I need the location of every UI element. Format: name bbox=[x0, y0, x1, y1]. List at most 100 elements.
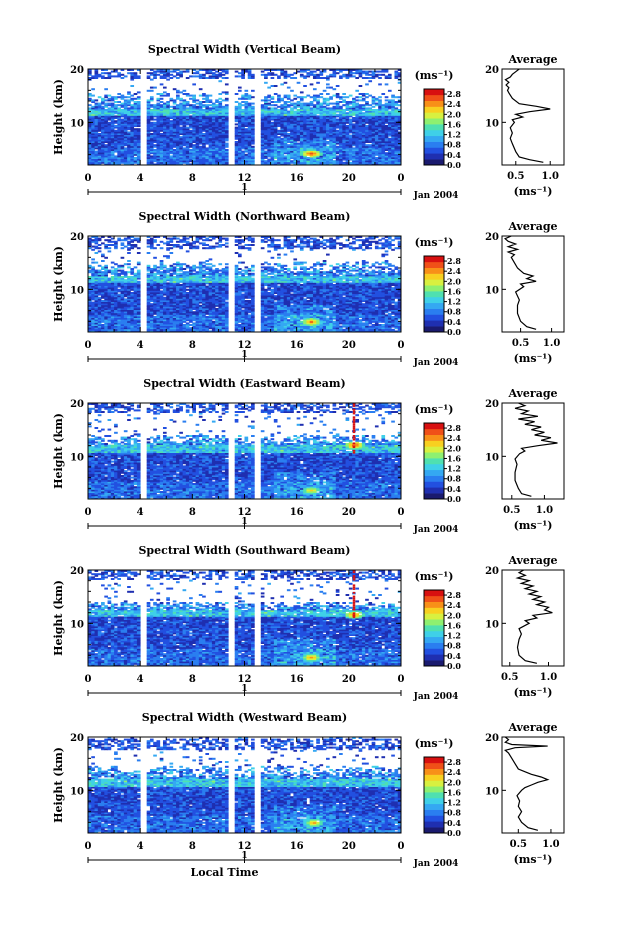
colorbar-segment bbox=[424, 648, 444, 655]
heatmap-cells bbox=[88, 69, 401, 165]
colorbar-unit: (ms⁻¹) bbox=[415, 236, 454, 249]
x-tick-label: 4 bbox=[137, 340, 144, 351]
profile-x-tick-label: 0.5 bbox=[503, 505, 520, 516]
profile-y-tick-label: 20 bbox=[485, 65, 499, 76]
y-axis-label: Height (km) bbox=[52, 79, 65, 155]
colorbar-tick-label: 0.8 bbox=[447, 140, 461, 150]
chart-title: Spectral Width (Westward Beam) bbox=[142, 711, 347, 724]
x-tick-label: 20 bbox=[342, 173, 356, 184]
x-tick-label: 0 bbox=[85, 507, 92, 518]
colorbar-segment bbox=[424, 774, 444, 781]
profile-x-tick-label: 1.0 bbox=[536, 505, 553, 516]
profile-x-tick-label: 0.5 bbox=[507, 171, 524, 182]
colorbar-tick-label: 2.0 bbox=[447, 109, 461, 119]
y-tick-label: 20 bbox=[70, 65, 84, 76]
profile-frame bbox=[501, 736, 565, 834]
colorbar-segment bbox=[424, 106, 444, 113]
chart-title: Spectral Width (Eastward Beam) bbox=[143, 377, 345, 390]
profile-y-tick-label: 10 bbox=[485, 285, 499, 296]
colorbar-tick-label: 0.8 bbox=[447, 307, 461, 317]
x-tick-label: 4 bbox=[137, 841, 144, 852]
heatmap-cells bbox=[88, 570, 401, 666]
colorbar-tick-label: 0.4 bbox=[447, 317, 461, 327]
chart-panel-4: Spectral Width (Southward Beam)1020Heigh… bbox=[52, 544, 565, 702]
colorbar-segment bbox=[424, 625, 444, 632]
chart-panel-5: Spectral Width (Westward Beam)1020Height… bbox=[52, 711, 565, 869]
profile-title: Average bbox=[507, 554, 557, 567]
colorbar-segment bbox=[424, 452, 444, 459]
colorbar-segment bbox=[424, 780, 444, 787]
colorbar-tick-label: 1.6 bbox=[447, 787, 461, 797]
x-tick-label: 0 bbox=[85, 173, 92, 184]
colorbar-segment bbox=[424, 112, 444, 119]
x-tick-label: 16 bbox=[290, 841, 304, 852]
colorbar-tick-label: 0.4 bbox=[447, 651, 461, 661]
colorbar-tick-label: 2.0 bbox=[447, 610, 461, 620]
profile-title: Average bbox=[507, 53, 557, 66]
colorbar-segment bbox=[424, 815, 444, 822]
colorbar-segment bbox=[424, 619, 444, 626]
date-label: Jan 2004 bbox=[413, 692, 459, 702]
colorbar-segment bbox=[424, 428, 444, 435]
profile-x-label: (ms⁻¹) bbox=[514, 853, 553, 866]
x-tick-label: 0 bbox=[85, 841, 92, 852]
profile-frame bbox=[501, 402, 565, 500]
x-tick-label: 16 bbox=[290, 173, 304, 184]
colorbar-segment bbox=[424, 118, 444, 125]
profile-y-tick-label: 20 bbox=[485, 566, 499, 577]
colorbar-segment bbox=[424, 458, 444, 465]
x-tick-label: 12 bbox=[238, 674, 252, 685]
colorbar-segment bbox=[424, 642, 444, 649]
y-tick-label: 10 bbox=[70, 285, 84, 296]
x-tick-label: 20 bbox=[342, 507, 356, 518]
colorbar-tick-label: 2.8 bbox=[447, 590, 461, 600]
profile-x-label: (ms⁻¹) bbox=[514, 352, 553, 365]
x-tick-label: 0 bbox=[85, 340, 92, 351]
chart-title: Spectral Width (Northward Beam) bbox=[139, 210, 351, 223]
colorbar-segment bbox=[424, 613, 444, 620]
profile-x-tick-label: 0.5 bbox=[501, 672, 518, 683]
profile-frame bbox=[501, 235, 565, 333]
profile-y-tick-label: 20 bbox=[485, 232, 499, 243]
colorbar-segment bbox=[424, 469, 444, 476]
colorbar-tick-label: 1.2 bbox=[447, 130, 461, 140]
heatmap-cells bbox=[88, 737, 401, 833]
colorbar-segment bbox=[424, 636, 444, 643]
profile-title: Average bbox=[507, 721, 557, 734]
y-tick-label: 10 bbox=[70, 118, 84, 129]
x-tick-label: 20 bbox=[342, 674, 356, 685]
colorbar-segment bbox=[424, 129, 444, 137]
x-tick-label: 8 bbox=[189, 173, 196, 184]
x-tick-label: 4 bbox=[137, 674, 144, 685]
colorbar-tick-label: 2.4 bbox=[447, 600, 461, 610]
x-tick-label: 16 bbox=[290, 674, 304, 685]
profile-x-tick-label: 1.0 bbox=[543, 338, 560, 349]
y-axis-label: Height (km) bbox=[52, 246, 65, 322]
colorbar-segment bbox=[424, 660, 444, 667]
colorbar-segment bbox=[424, 475, 444, 482]
colorbar-tick-label: 0.0 bbox=[447, 661, 461, 671]
colorbar-segment bbox=[424, 273, 444, 280]
profile-title: Average bbox=[507, 220, 557, 233]
colorbar-segment bbox=[424, 797, 444, 805]
x-tick-label: 12 bbox=[238, 173, 252, 184]
profile-line bbox=[503, 235, 537, 330]
colorbar-frame bbox=[423, 255, 445, 333]
colorbar-tick-label: 2.4 bbox=[447, 266, 461, 276]
colorbar-segment bbox=[424, 261, 444, 268]
x-tick-label: 8 bbox=[189, 507, 196, 518]
x-tick-label: 0 bbox=[398, 173, 405, 184]
profile-frame bbox=[501, 68, 565, 166]
profile-line bbox=[515, 569, 553, 664]
y-tick-label: 20 bbox=[70, 566, 84, 577]
date-label: Jan 2004 bbox=[413, 525, 459, 535]
colorbar-segment bbox=[424, 630, 444, 638]
colorbar-tick-label: 0.0 bbox=[447, 828, 461, 838]
day-label: 1 bbox=[241, 684, 247, 694]
profile-y-tick-label: 10 bbox=[485, 619, 499, 630]
date-label: Jan 2004 bbox=[413, 358, 459, 368]
colorbar-tick-label: 1.2 bbox=[447, 798, 461, 808]
colorbar-segment bbox=[424, 595, 444, 602]
x-tick-label: 8 bbox=[189, 841, 196, 852]
